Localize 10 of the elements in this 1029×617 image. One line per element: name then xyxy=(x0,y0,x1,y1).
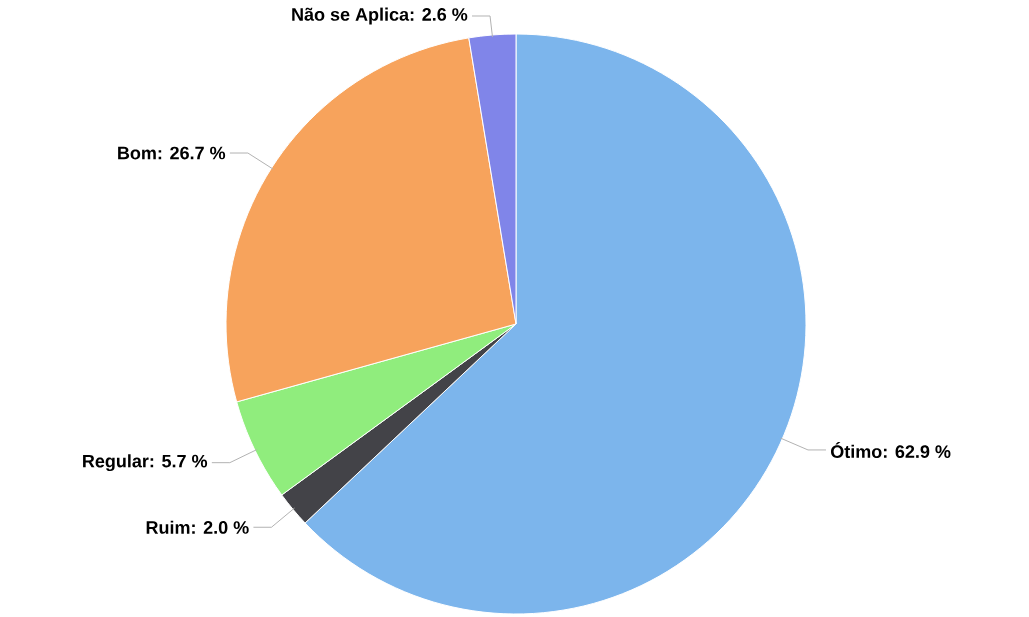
slice-label: Ruim xyxy=(146,520,190,534)
slice-label: Não se Aplica xyxy=(292,7,410,25)
data-label: : 5.7 % xyxy=(150,454,208,468)
data-label: : 62.9 % xyxy=(883,445,951,458)
slice-label: Ótimo xyxy=(830,441,882,458)
data-label: : 2.0 % xyxy=(192,521,249,534)
slice-label: Regular xyxy=(83,454,149,472)
data-label: : 2.6 % xyxy=(410,8,468,21)
data-label: : 26.7 % xyxy=(158,146,226,160)
slice-label: Bom xyxy=(118,146,156,160)
